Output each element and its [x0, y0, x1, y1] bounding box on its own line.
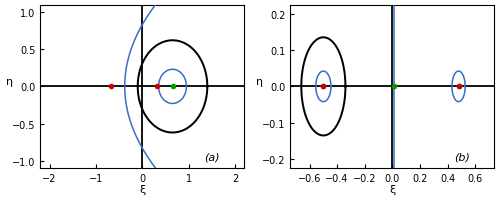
X-axis label: ξ: ξ: [139, 185, 145, 194]
Text: (a): (a): [204, 152, 220, 162]
Y-axis label: η: η: [6, 77, 12, 87]
X-axis label: ξ: ξ: [389, 185, 396, 194]
Y-axis label: η: η: [256, 77, 262, 87]
Text: (b): (b): [454, 152, 470, 162]
